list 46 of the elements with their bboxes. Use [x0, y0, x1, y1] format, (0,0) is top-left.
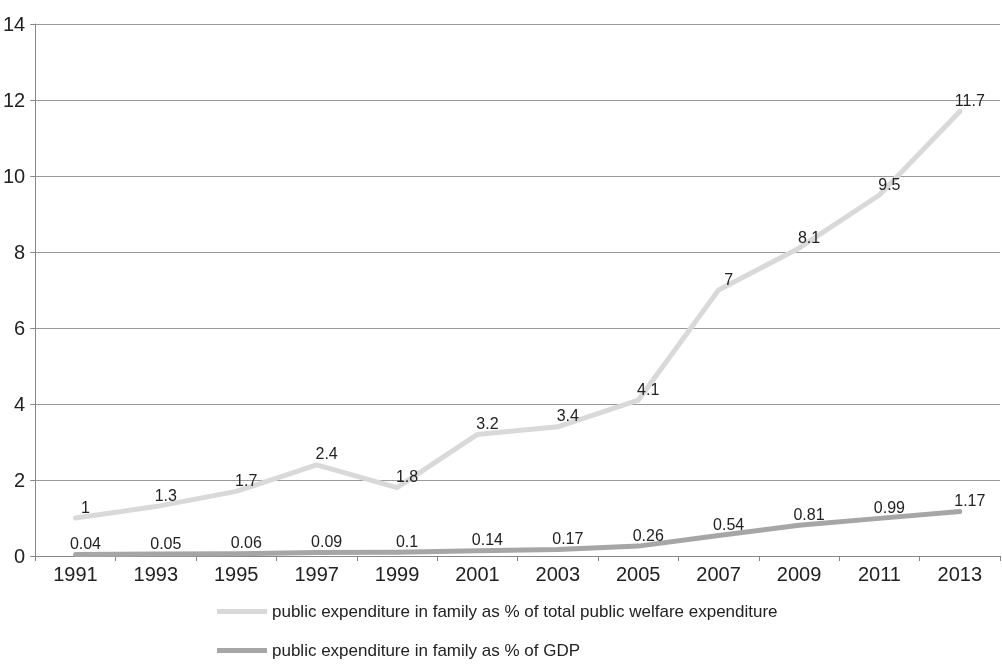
- data-label: 1.3: [154, 487, 178, 505]
- y-tick-label: 6: [14, 317, 26, 339]
- data-label: 0.14: [471, 531, 504, 549]
- data-label: 0.17: [552, 530, 584, 548]
- data-label: 4.1: [637, 380, 660, 398]
- data-label: 0.04: [69, 534, 102, 552]
- x-tick-label: 1997: [294, 563, 339, 585]
- x-tick-label: 2011: [857, 563, 901, 585]
- data-label: 0.1: [395, 532, 419, 550]
- data-label: 0.81: [793, 505, 825, 523]
- data-label: 11.7: [954, 91, 985, 109]
- data-label: 9.5: [878, 175, 901, 193]
- legend-label: public expenditure in family as % of GDP: [272, 641, 581, 660]
- x-tick-label: 2005: [615, 563, 661, 585]
- data-label: 0.06: [230, 534, 262, 552]
- x-tick-label: 2007: [696, 563, 741, 585]
- x-tick-label: 1995: [213, 563, 259, 585]
- x-tick-label: 2001: [455, 563, 500, 585]
- y-tick-label: 4: [14, 393, 26, 415]
- y-tick-label: 2: [14, 469, 26, 491]
- data-label: 1.17: [954, 492, 986, 510]
- x-tick-label: 1999: [374, 563, 420, 585]
- y-tick-label: 0: [14, 545, 26, 567]
- data-label: 0.54: [713, 515, 745, 533]
- x-tick-label: 1991: [53, 563, 98, 585]
- data-label: 0.05: [150, 534, 182, 552]
- data-label: 1: [80, 498, 90, 516]
- data-label: 8.1: [797, 228, 821, 246]
- legend-label: public expenditure in family as % of total public welfare expenditure: [272, 602, 778, 621]
- data-label: 0.99: [873, 498, 906, 516]
- data-label: 3.4: [556, 407, 580, 425]
- data-label: 3.2: [476, 414, 499, 432]
- y-tick-label: 10: [3, 165, 26, 187]
- data-label: 0.09: [311, 533, 343, 551]
- y-tick-label: 8: [14, 241, 26, 263]
- data-label: 1.7: [235, 471, 258, 489]
- x-tick-label: 2013: [937, 563, 983, 585]
- data-label: 7: [724, 270, 734, 288]
- y-tick-label: 14: [3, 13, 26, 35]
- x-tick-label: 2003: [535, 563, 581, 585]
- x-tick-label: 2009: [776, 563, 822, 585]
- data-label: 0.26: [632, 526, 664, 544]
- x-tick-label: 1993: [133, 563, 179, 585]
- data-label: 2.4: [315, 445, 338, 463]
- y-tick-label: 12: [3, 89, 26, 111]
- data-label: 1.8: [395, 468, 419, 486]
